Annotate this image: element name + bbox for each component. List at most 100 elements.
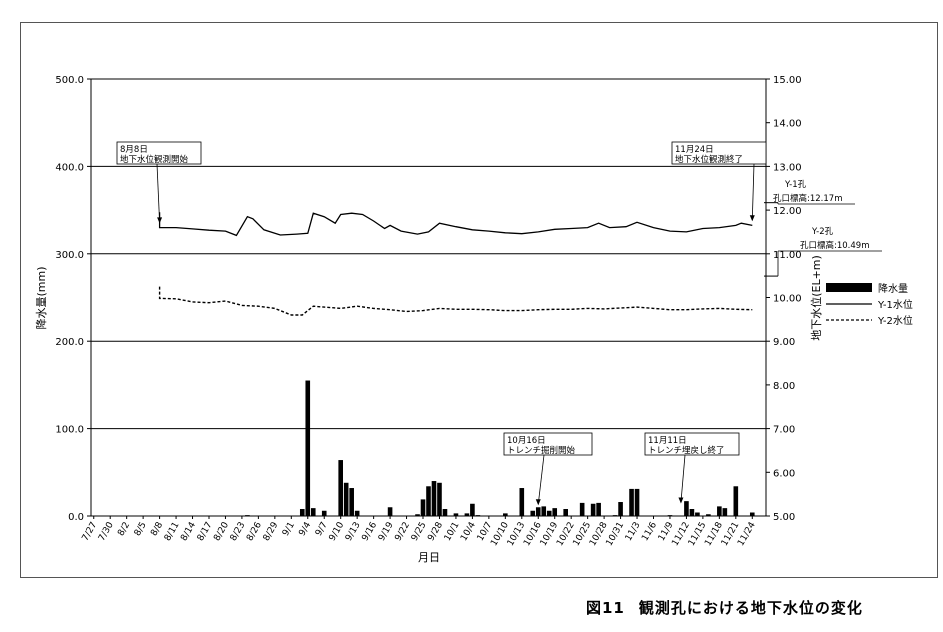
annotation-arrowhead bbox=[157, 217, 163, 224]
y1-level-line bbox=[158, 212, 753, 237]
precip-bar bbox=[387, 507, 393, 516]
right-tick-label: 13.00 bbox=[773, 162, 802, 173]
right-tick-label: 10.00 bbox=[773, 294, 802, 305]
x-tick-label: 9/19 bbox=[377, 520, 396, 543]
borehole-elevation: 孔口標高:12.17m bbox=[773, 193, 842, 204]
precip-bar bbox=[415, 514, 420, 516]
precip-bar bbox=[629, 488, 634, 516]
x-tick-label: 10/1 bbox=[443, 521, 462, 544]
annotation-box bbox=[644, 432, 740, 456]
caption-number: 図11 bbox=[586, 599, 625, 617]
precip-bar bbox=[634, 488, 640, 516]
borehole-elevation: 孔口標高:10.49m bbox=[800, 240, 869, 251]
annotation-leader bbox=[537, 454, 545, 505]
precip-bar bbox=[546, 510, 552, 516]
precip-bar bbox=[733, 486, 739, 516]
annotation-date: 10月16日 bbox=[507, 436, 546, 446]
annotation-leader bbox=[680, 454, 686, 503]
precip-bar bbox=[299, 509, 305, 516]
precip-bar bbox=[453, 513, 459, 516]
x-tick-label: 7/30 bbox=[97, 520, 116, 543]
right-tick-label: 8.00 bbox=[773, 381, 795, 392]
annotation-date: 11月11日 bbox=[648, 436, 687, 446]
precip-bar bbox=[442, 509, 448, 516]
annotation-arrowhead bbox=[678, 497, 684, 504]
precip-bar bbox=[684, 501, 689, 516]
precip-bar bbox=[310, 508, 316, 516]
left-tick-label: 500.0 bbox=[55, 75, 84, 86]
x-tick-label: 8/11 bbox=[163, 521, 182, 544]
precip-bar bbox=[530, 510, 536, 516]
x-tick-label: 9/10 bbox=[328, 520, 347, 543]
right-tick-label: 6.00 bbox=[773, 468, 795, 479]
right-tick-label: 15.00 bbox=[773, 75, 802, 86]
precip-bar bbox=[541, 506, 547, 516]
precip-bar bbox=[464, 513, 470, 516]
precip-bar bbox=[535, 507, 541, 516]
precip-bar bbox=[590, 503, 596, 516]
precip-bar bbox=[420, 499, 426, 516]
x-tick-label: 8/17 bbox=[196, 521, 215, 544]
left-tick-label: 200.0 bbox=[55, 337, 84, 348]
groundwater-chart: 0.0 100.0 200.0 300.0 400.0 500.0 5.00 6.00 7.00… bbox=[34, 75, 913, 564]
x-axis-title: 月日 bbox=[418, 551, 440, 564]
precip-bar bbox=[245, 515, 250, 516]
precip-bar bbox=[343, 482, 349, 516]
annotation-text: 地下水位観測開始 bbox=[120, 154, 189, 165]
borehole-name: Y-1孔 bbox=[784, 180, 807, 190]
precip-bar bbox=[618, 502, 623, 516]
precip-bar bbox=[437, 482, 442, 516]
x-tick-label: 9/13 bbox=[344, 521, 363, 544]
x-tick-label: 8/29 bbox=[262, 520, 281, 543]
precip-bar bbox=[612, 515, 618, 516]
annotation-arrowhead bbox=[535, 499, 541, 506]
right-tick-label: 14.00 bbox=[773, 119, 802, 130]
x-tick-label: 8/20 bbox=[212, 520, 231, 543]
right-tick-label: 9.00 bbox=[773, 337, 795, 348]
legend-swatch-bar bbox=[826, 283, 872, 292]
precip-bar bbox=[519, 488, 525, 516]
annotation-text: トレンチ埋戻し終了 bbox=[648, 445, 725, 456]
annotation-date: 8月8日 bbox=[120, 145, 148, 155]
x-tick-label: 9/16 bbox=[360, 520, 379, 543]
x-tick-label: 9/28 bbox=[426, 520, 445, 543]
y2-level-line bbox=[158, 286, 753, 316]
precip-bar bbox=[503, 513, 508, 516]
x-tick-label: 7/27 bbox=[81, 521, 100, 544]
precip-bar bbox=[563, 509, 568, 516]
precip-bar bbox=[695, 512, 700, 516]
precip-bar bbox=[470, 503, 475, 516]
precip-bar bbox=[596, 502, 601, 516]
precip-bar bbox=[706, 514, 711, 516]
annotation-date: 11月24日 bbox=[675, 145, 714, 155]
right-tick-label: 5.00 bbox=[773, 512, 795, 523]
precip-bar bbox=[431, 481, 437, 516]
annotation-arrowhead bbox=[749, 215, 755, 222]
x-tick-label: 10/4 bbox=[459, 520, 478, 543]
chart-frame bbox=[20, 22, 938, 578]
legend-label: Y-2水位 bbox=[877, 314, 913, 327]
left-axis-title: 降水量(mm) bbox=[34, 266, 48, 329]
precip-bar bbox=[475, 515, 481, 516]
precip-bar bbox=[552, 508, 558, 516]
right-axis-title: 地下水位(EL+m) bbox=[809, 255, 823, 341]
figure-caption: 図11 観測孔における地下水位の変化 bbox=[586, 597, 877, 618]
precip-bar bbox=[722, 508, 728, 516]
left-tick-label: 300.0 bbox=[55, 250, 84, 261]
annotation-box bbox=[503, 432, 593, 456]
precip-bar bbox=[579, 502, 585, 516]
annotation-box bbox=[671, 141, 767, 165]
annotation-leader bbox=[156, 163, 160, 223]
x-tick-label: 8/23 bbox=[229, 521, 248, 544]
left-tick-label: 0.0 bbox=[68, 512, 84, 523]
right-tick-label: 12.00 bbox=[773, 206, 802, 217]
legend-label: 降水量 bbox=[878, 282, 908, 295]
precip-bar bbox=[354, 510, 360, 516]
precip-bar bbox=[349, 488, 354, 516]
precip-bar bbox=[689, 509, 695, 516]
x-tick-label: 8/8 bbox=[149, 520, 165, 538]
x-tick-label: 11/3 bbox=[624, 521, 643, 544]
x-tick-label: 9/4 bbox=[297, 520, 313, 538]
borehole-name: Y-2孔 bbox=[811, 227, 834, 237]
right-tick-label: 7.00 bbox=[773, 425, 795, 436]
